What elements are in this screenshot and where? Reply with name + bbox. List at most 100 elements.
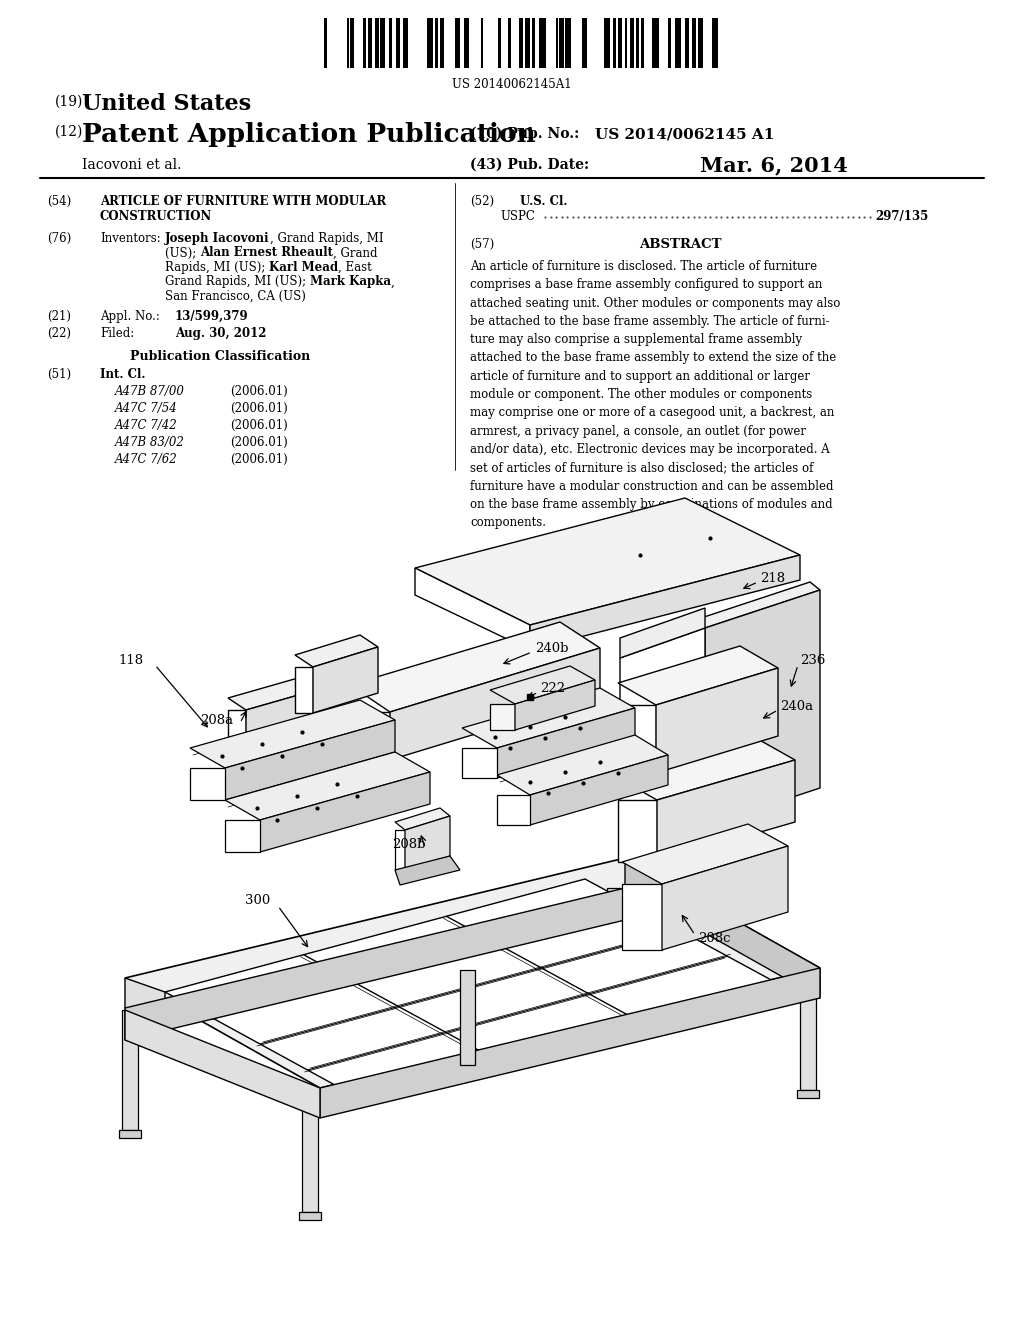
Bar	[403, 18, 409, 69]
Text: (43) Pub. Date:: (43) Pub. Date:	[470, 158, 589, 172]
Text: (19): (19)	[55, 95, 83, 110]
Polygon shape	[395, 830, 406, 870]
Polygon shape	[415, 568, 530, 649]
Text: (10) Pub. No.:: (10) Pub. No.:	[470, 127, 580, 141]
Bar	[698, 18, 702, 69]
Bar	[347, 18, 349, 69]
Polygon shape	[406, 816, 450, 870]
Bar	[389, 18, 392, 69]
Polygon shape	[797, 1090, 819, 1098]
Bar	[540, 18, 546, 69]
Polygon shape	[228, 678, 316, 710]
Polygon shape	[618, 800, 657, 862]
Polygon shape	[390, 648, 600, 760]
Polygon shape	[705, 590, 820, 826]
Bar	[604, 18, 610, 69]
Text: Karl Mead: Karl Mead	[269, 261, 338, 275]
Text: 240a: 240a	[780, 700, 813, 713]
Polygon shape	[604, 1008, 626, 1016]
Polygon shape	[319, 968, 820, 1118]
Bar	[508, 18, 511, 69]
Text: An article of furniture is disclosed. The article of furniture
comprises a base : An article of furniture is disclosed. Th…	[470, 260, 841, 529]
Text: Inventors:: Inventors:	[100, 232, 161, 246]
Polygon shape	[228, 710, 246, 764]
Polygon shape	[490, 667, 595, 704]
Bar	[625, 18, 628, 69]
Bar	[531, 18, 536, 69]
Text: United States: United States	[82, 92, 251, 115]
Bar	[556, 18, 558, 69]
Text: (51): (51)	[47, 368, 71, 381]
Text: (2006.01): (2006.01)	[230, 453, 288, 466]
Bar	[439, 18, 443, 69]
Text: Appl. No.:: Appl. No.:	[100, 310, 160, 323]
Text: (2006.01): (2006.01)	[230, 436, 288, 449]
Bar	[498, 18, 502, 69]
Polygon shape	[662, 846, 788, 950]
Polygon shape	[295, 635, 378, 667]
Bar	[364, 18, 366, 69]
Text: (21): (21)	[47, 310, 71, 323]
Polygon shape	[695, 582, 820, 628]
Text: (54): (54)	[47, 195, 72, 209]
Bar	[380, 18, 385, 69]
Bar	[692, 18, 695, 69]
Polygon shape	[415, 498, 800, 624]
Bar	[480, 18, 483, 69]
Bar	[641, 18, 644, 69]
Polygon shape	[313, 647, 378, 713]
Polygon shape	[225, 752, 430, 820]
Text: US 20140062145A1: US 20140062145A1	[453, 78, 571, 91]
Text: , East: , East	[338, 261, 372, 275]
Bar	[369, 18, 372, 69]
Text: ARTICLE OF FURNITURE WITH MODULAR: ARTICLE OF FURNITURE WITH MODULAR	[100, 195, 386, 209]
Text: 297/135: 297/135	[874, 210, 928, 223]
Text: 13/599,379: 13/599,379	[175, 310, 249, 323]
Polygon shape	[190, 700, 395, 768]
Polygon shape	[515, 680, 595, 730]
Polygon shape	[125, 888, 625, 1040]
Bar	[613, 18, 616, 69]
Bar	[464, 18, 469, 69]
Text: (52): (52)	[470, 195, 495, 209]
Text: A47C 7/62: A47C 7/62	[115, 453, 178, 466]
Text: A47B 87/00: A47B 87/00	[115, 385, 185, 399]
Text: 300: 300	[245, 894, 270, 907]
Polygon shape	[497, 735, 668, 795]
Polygon shape	[246, 690, 316, 764]
Polygon shape	[462, 688, 635, 748]
Polygon shape	[190, 768, 225, 800]
Polygon shape	[460, 970, 475, 1065]
Text: ,: ,	[391, 276, 394, 289]
Text: Alan Ernest Rheault: Alan Ernest Rheault	[200, 247, 333, 260]
Text: A47C 7/54: A47C 7/54	[115, 403, 178, 414]
Text: USPC: USPC	[500, 210, 535, 223]
Bar	[617, 18, 623, 69]
Text: Iacovoni et al.: Iacovoni et al.	[82, 158, 181, 172]
Text: 208b: 208b	[392, 838, 426, 851]
Polygon shape	[622, 884, 662, 950]
Polygon shape	[618, 705, 656, 774]
Bar	[652, 18, 659, 69]
Bar	[630, 18, 634, 69]
Text: , Grand: , Grand	[333, 247, 378, 260]
Text: Int. Cl.: Int. Cl.	[100, 368, 145, 381]
Bar	[519, 18, 523, 69]
Text: (2006.01): (2006.01)	[230, 403, 288, 414]
Text: Patent Application Publication: Patent Application Publication	[82, 121, 536, 147]
Bar	[559, 18, 564, 69]
Bar	[427, 18, 433, 69]
Polygon shape	[625, 858, 820, 998]
Text: Grand Rapids, MI (US);: Grand Rapids, MI (US);	[165, 276, 310, 289]
Bar	[375, 18, 379, 69]
Bar	[684, 18, 689, 69]
Text: (76): (76)	[47, 232, 72, 246]
Bar	[565, 18, 570, 69]
Polygon shape	[395, 855, 460, 884]
Polygon shape	[125, 1010, 319, 1118]
Polygon shape	[497, 795, 530, 825]
Polygon shape	[225, 719, 395, 800]
Bar	[582, 18, 587, 69]
Polygon shape	[497, 708, 635, 777]
Text: (57): (57)	[470, 238, 495, 251]
